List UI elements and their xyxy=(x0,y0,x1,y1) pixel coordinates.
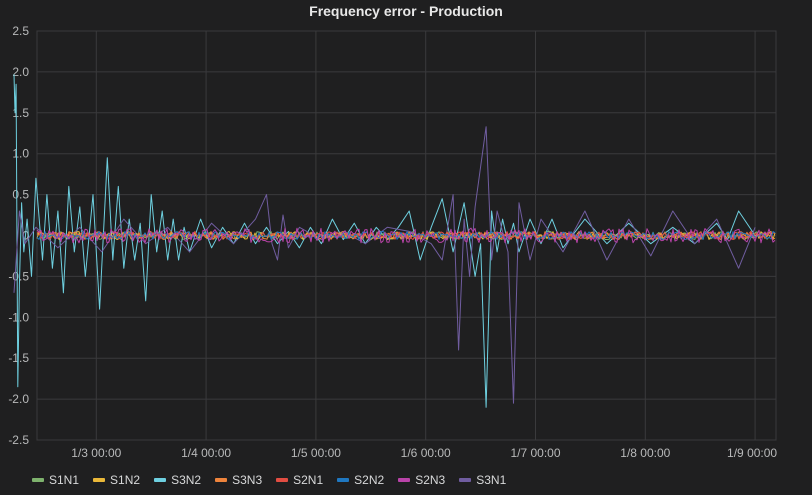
legend-swatch xyxy=(398,478,411,482)
legend-label: S2N3 xyxy=(415,473,446,487)
legend-swatch xyxy=(459,478,472,482)
y-tick-label: -1.5 xyxy=(8,351,29,365)
chart-plot[interactable]: 2.52.01.51.00.50-0.5-1.0-1.5-2.0-2.5 1/3… xyxy=(0,0,812,470)
legend-item-s2n1[interactable]: S2N1 xyxy=(276,473,323,487)
y-tick-label: -2.0 xyxy=(8,392,29,406)
legend-swatch xyxy=(93,478,106,482)
panel-title[interactable]: Frequency error - Production xyxy=(309,3,503,19)
legend-swatch xyxy=(215,478,228,482)
legend-swatch xyxy=(337,478,350,482)
legend-item-s2n2[interactable]: S2N2 xyxy=(337,473,384,487)
legend-item-s3n1[interactable]: S3N1 xyxy=(459,473,506,487)
legend-label: S1N2 xyxy=(110,473,141,487)
series-line-s2n3[interactable] xyxy=(36,227,776,244)
legend-swatch xyxy=(276,478,289,482)
legend-item-s1n2[interactable]: S1N2 xyxy=(93,473,140,487)
y-tick-label: 1.0 xyxy=(12,147,29,161)
x-tick-label: 1/9 00:00 xyxy=(727,446,777,460)
y-tick-label: -0.5 xyxy=(8,269,29,283)
legend-item-s3n3[interactable]: S3N3 xyxy=(215,473,262,487)
y-tick-label: 2.0 xyxy=(12,65,29,79)
legend-item-s3n2[interactable]: S3N2 xyxy=(154,473,201,487)
y-tick-label: 2.5 xyxy=(12,24,29,38)
legend-item-s2n3[interactable]: S2N3 xyxy=(398,473,445,487)
series-lines xyxy=(13,74,776,408)
legend-label: S3N2 xyxy=(171,473,202,487)
y-tick-label: 0.5 xyxy=(12,188,29,202)
x-axis-ticks: 1/3 00:00 1/4 00:00 1/5 00:00 1/6 00:00 1/7 … xyxy=(71,446,777,460)
legend-swatch xyxy=(154,478,167,482)
series-line-s3n1[interactable] xyxy=(13,126,756,404)
x-tick-label: 1/6 00:00 xyxy=(401,446,451,460)
legend-swatch xyxy=(32,478,44,482)
legend-label: S3N3 xyxy=(232,473,263,487)
legend: S1N1 S1N2 S3N2 S3N3 S2N1 S2N2 S2N3 S3N1 xyxy=(32,471,506,489)
legend-label: S2N2 xyxy=(354,473,385,487)
legend-label: S2N1 xyxy=(293,473,324,487)
x-tick-label: 1/5 00:00 xyxy=(291,446,341,460)
x-tick-label: 1/3 00:00 xyxy=(71,446,121,460)
x-tick-label: 1/4 00:00 xyxy=(181,446,231,460)
x-tick-label: 1/7 00:00 xyxy=(510,446,560,460)
x-tick-label: 1/8 00:00 xyxy=(620,446,670,460)
y-axis-ticks: 2.52.01.51.00.50-0.5-1.0-1.5-2.0-2.5 xyxy=(8,24,29,447)
y-tick-label: -2.5 xyxy=(8,433,29,447)
legend-label: S1N1 xyxy=(49,473,80,487)
legend-label: S3N1 xyxy=(476,473,507,487)
series-line-s3n2[interactable] xyxy=(13,74,756,408)
legend-item-s1n1[interactable]: S1N1 xyxy=(32,473,79,487)
